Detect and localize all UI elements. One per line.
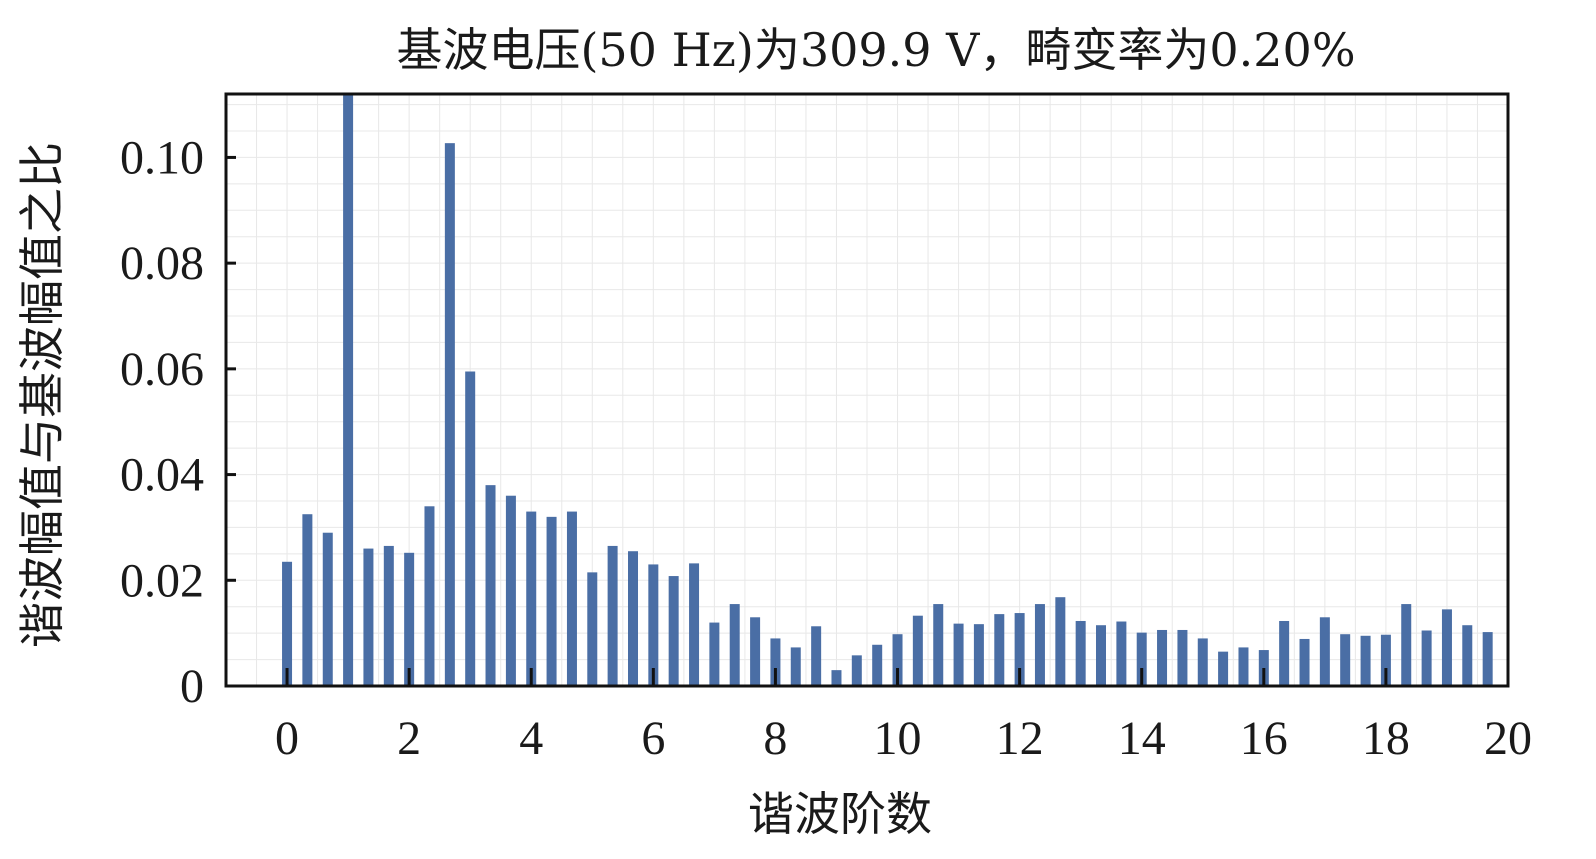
bar xyxy=(1380,634,1391,686)
bar xyxy=(1177,629,1188,686)
x-tick-label: 8 xyxy=(763,712,787,765)
bar xyxy=(1157,629,1168,686)
x-tick-label: 18 xyxy=(1362,712,1410,765)
bar xyxy=(973,624,984,686)
bar xyxy=(424,506,435,686)
bar xyxy=(302,514,313,686)
x-tick-label: 16 xyxy=(1240,712,1288,765)
x-tick-label: 12 xyxy=(996,712,1044,765)
bar xyxy=(1482,632,1493,686)
bar xyxy=(1340,634,1351,686)
y-tick-label: 0.02 xyxy=(120,554,204,607)
plot-frame xyxy=(224,92,1510,688)
bar xyxy=(790,647,801,686)
bar xyxy=(1238,647,1249,686)
bar xyxy=(1034,604,1045,686)
x-tick-label: 14 xyxy=(1118,712,1166,765)
bar xyxy=(1462,625,1473,686)
y-tick-label: 0.10 xyxy=(120,131,204,184)
x-axis-label: 谐波阶数 xyxy=(748,787,932,841)
bar xyxy=(1218,651,1229,686)
bar xyxy=(587,572,598,686)
bar xyxy=(1055,597,1066,686)
bar xyxy=(1360,635,1371,686)
x-tick-label: 4 xyxy=(519,712,543,765)
bar xyxy=(1136,632,1147,686)
bar xyxy=(1299,638,1310,686)
x-tick-label: 6 xyxy=(641,712,665,765)
bar xyxy=(526,511,537,686)
y-tick-label: 0.08 xyxy=(120,237,204,290)
bar xyxy=(363,548,374,686)
bar xyxy=(851,655,862,686)
bar xyxy=(1116,621,1127,686)
bar xyxy=(770,638,781,686)
bar xyxy=(343,94,354,686)
bar xyxy=(383,545,394,686)
bar xyxy=(1075,620,1086,686)
axis-ticks: 0 2 4 6 8 10 12 14 16 18 20 0 0.02 0.04 0.06 0.08 0.10 xyxy=(120,131,1532,765)
bar xyxy=(282,561,293,686)
bar xyxy=(1197,638,1208,686)
bar xyxy=(1279,620,1290,686)
x-tick-label: 0 xyxy=(275,712,299,765)
bar xyxy=(933,604,944,686)
bar xyxy=(404,552,415,686)
bar xyxy=(689,563,700,686)
bar xyxy=(709,622,720,686)
bar xyxy=(546,516,557,686)
bar xyxy=(729,604,740,686)
bar xyxy=(607,545,618,686)
bar xyxy=(1319,617,1330,686)
grid-lines xyxy=(225,94,1509,687)
bar xyxy=(505,495,516,686)
bar xyxy=(668,576,679,686)
bar xyxy=(566,511,577,686)
bar xyxy=(892,634,903,686)
bar-series xyxy=(282,94,1493,686)
bar xyxy=(1014,613,1025,686)
bar xyxy=(1421,630,1432,686)
bar xyxy=(322,532,333,686)
y-tick-label: 0.06 xyxy=(120,343,204,396)
bar xyxy=(648,564,659,686)
bar xyxy=(750,617,761,686)
bar xyxy=(912,615,923,686)
bar xyxy=(1095,625,1106,686)
bar xyxy=(444,143,455,686)
bar xyxy=(831,670,842,686)
y-axis-label: 谐波幅值与基波幅值之比 xyxy=(15,142,69,648)
bar xyxy=(1441,609,1452,686)
y-tick-label: 0 xyxy=(180,660,204,713)
x-tick-label: 20 xyxy=(1484,712,1532,765)
chart-title: 基波电压(50 Hz)为309.9 V，畸变率为0.20% xyxy=(396,23,1355,77)
x-tick-label: 10 xyxy=(874,712,922,765)
bar xyxy=(872,644,883,686)
bar xyxy=(628,551,639,686)
bar xyxy=(485,485,496,686)
bar xyxy=(1401,604,1412,686)
bar xyxy=(811,626,822,686)
y-tick-label: 0.04 xyxy=(120,449,204,502)
bar xyxy=(953,623,964,686)
bar xyxy=(465,371,476,686)
x-tick-label: 2 xyxy=(397,712,421,765)
bar xyxy=(994,614,1005,686)
